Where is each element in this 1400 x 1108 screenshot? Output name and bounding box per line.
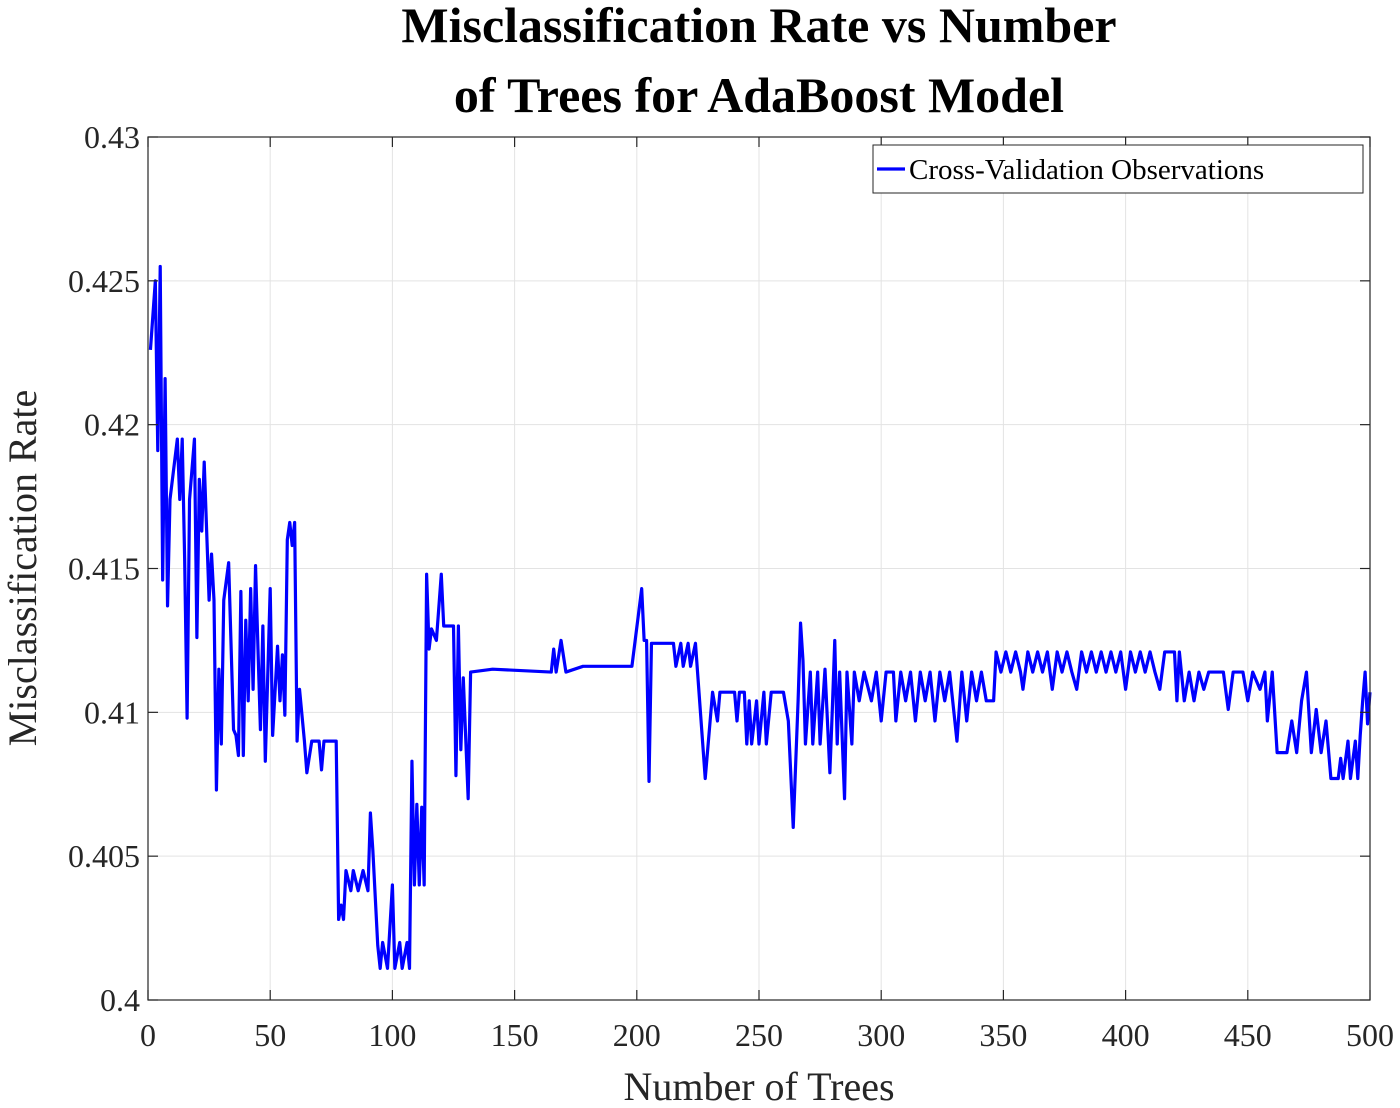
y-axis-label: Misclassification Rate	[0, 390, 45, 747]
x-tick-label: 100	[368, 1017, 416, 1053]
x-tick-label: 0	[140, 1017, 156, 1053]
y-tick-label: 0.415	[68, 551, 140, 587]
legend-box	[872, 144, 1364, 194]
legend: Cross-Validation Observations	[872, 144, 1364, 194]
x-tick-label: 350	[979, 1017, 1027, 1053]
x-tick-label: 200	[613, 1017, 661, 1053]
y-tick-label: 0.4	[100, 982, 140, 1018]
x-tick-label: 300	[857, 1017, 905, 1053]
x-axis-label: Number of Trees	[623, 1064, 894, 1108]
data-line	[148, 264, 1372, 970]
x-tick-label: 50	[254, 1017, 286, 1053]
y-tick-label: 0.41	[84, 694, 140, 730]
y-tick-label: 0.42	[84, 407, 140, 443]
x-tick-label: 450	[1224, 1017, 1272, 1053]
x-tick-label: 150	[491, 1017, 539, 1053]
y-tick-label: 0.425	[68, 263, 140, 299]
chart-title: of Trees for AdaBoost Model	[454, 67, 1064, 123]
x-tick-label: 500	[1346, 1017, 1394, 1053]
y-tick-label: 0.405	[68, 838, 140, 874]
x-tick-label: 400	[1102, 1017, 1150, 1053]
legend-label: Cross-Validation Observations	[909, 154, 1264, 186]
chart-title: Misclassification Rate vs Number	[401, 0, 1116, 53]
y-tick-label: 0.43	[84, 119, 140, 155]
x-tick-label: 250	[735, 1017, 783, 1053]
